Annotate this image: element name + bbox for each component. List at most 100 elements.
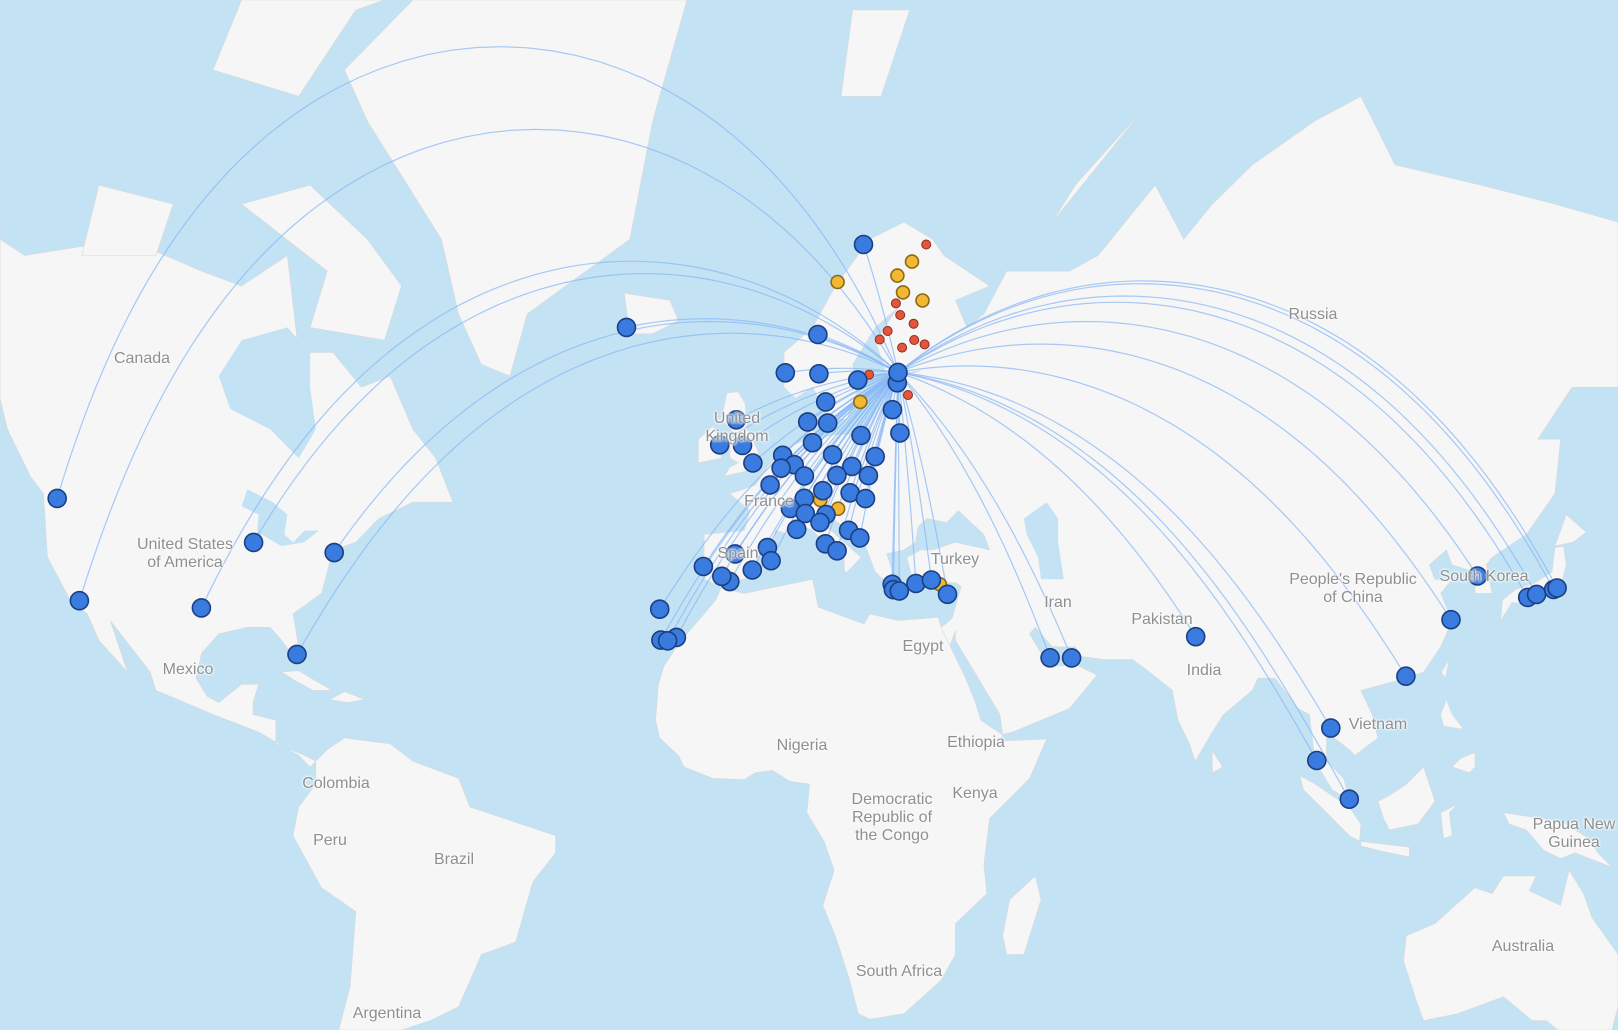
airport-marker-small[interactable] bbox=[919, 339, 930, 350]
markers-layer bbox=[47, 234, 1567, 810]
airport-marker-large[interactable] bbox=[760, 475, 780, 495]
airport-marker-large[interactable] bbox=[786, 519, 807, 540]
airport-marker-large[interactable] bbox=[1441, 609, 1461, 630]
airport-marker-large[interactable] bbox=[812, 480, 833, 501]
airport-marker-large[interactable] bbox=[815, 392, 836, 412]
airport-marker-large[interactable] bbox=[808, 324, 828, 345]
airport-marker-large[interactable] bbox=[827, 465, 847, 486]
airport-marker-large[interactable] bbox=[810, 512, 830, 533]
airport-marker-large[interactable] bbox=[1526, 584, 1547, 605]
airport-marker-large[interactable] bbox=[775, 362, 796, 383]
route-line bbox=[897, 372, 932, 581]
airport-marker-large[interactable] bbox=[761, 550, 781, 571]
route-line bbox=[897, 371, 1073, 659]
airport-marker-large[interactable] bbox=[742, 560, 763, 580]
landmass-north-america bbox=[0, 222, 454, 768]
airport-marker-medium[interactable] bbox=[915, 293, 930, 308]
airport-marker-large[interactable] bbox=[817, 413, 838, 433]
airport-marker-medium[interactable] bbox=[830, 274, 845, 290]
airport-marker-small[interactable] bbox=[874, 334, 885, 345]
landmass-africa bbox=[655, 578, 1048, 1020]
airport-marker-large[interactable] bbox=[1547, 578, 1567, 598]
airport-marker-large[interactable] bbox=[937, 584, 958, 605]
airport-marker-large[interactable] bbox=[725, 544, 745, 564]
airport-marker-large[interactable] bbox=[191, 598, 212, 618]
airport-marker-large[interactable] bbox=[616, 317, 637, 338]
airport-marker-large[interactable] bbox=[827, 540, 847, 561]
airport-marker-large[interactable] bbox=[849, 528, 870, 548]
airport-marker-large[interactable] bbox=[855, 488, 876, 509]
airport-marker-large[interactable] bbox=[794, 466, 815, 486]
airport-marker-large[interactable] bbox=[1040, 647, 1060, 668]
landmass-taiwan bbox=[1440, 659, 1450, 679]
landmass-java bbox=[1360, 840, 1410, 858]
airport-marker-large[interactable] bbox=[921, 570, 942, 590]
airport-marker-large[interactable] bbox=[657, 630, 678, 651]
airport-marker-medium[interactable] bbox=[852, 394, 868, 410]
airport-marker-small[interactable] bbox=[903, 390, 913, 400]
airport-marker-large[interactable] bbox=[69, 590, 90, 611]
airport-marker-large[interactable] bbox=[1061, 648, 1082, 668]
airport-marker-medium[interactable] bbox=[895, 285, 911, 300]
airport-marker-small[interactable] bbox=[908, 318, 919, 329]
airport-marker-large[interactable] bbox=[1185, 626, 1206, 647]
airport-marker-large[interactable] bbox=[842, 456, 862, 477]
airport-marker-large[interactable] bbox=[1321, 718, 1341, 738]
landmass-new-guinea bbox=[1502, 812, 1613, 868]
landmass-australia bbox=[1403, 869, 1618, 1030]
airport-marker-large[interactable] bbox=[795, 503, 816, 524]
airport-marker-large[interactable] bbox=[809, 363, 829, 384]
airport-marker-large[interactable] bbox=[771, 458, 791, 479]
airport-marker-large[interactable] bbox=[858, 465, 879, 486]
airport-marker-small[interactable] bbox=[890, 298, 901, 309]
route-line bbox=[817, 333, 899, 373]
route-line bbox=[897, 301, 1529, 598]
route-line bbox=[803, 371, 899, 477]
route-line bbox=[770, 371, 899, 561]
airport-marker-large[interactable] bbox=[287, 644, 307, 665]
airport-marker-medium[interactable] bbox=[904, 254, 920, 269]
landmass-hispaniola bbox=[329, 691, 366, 703]
airport-marker-large[interactable] bbox=[882, 399, 903, 420]
route-line bbox=[626, 318, 899, 373]
airport-marker-large[interactable] bbox=[693, 556, 714, 577]
airport-marker-large[interactable] bbox=[726, 409, 747, 430]
airport-marker-large[interactable] bbox=[889, 581, 910, 601]
airport-marker-large[interactable] bbox=[711, 566, 732, 587]
airport-marker-large[interactable] bbox=[851, 425, 871, 446]
airport-marker-large[interactable] bbox=[1396, 666, 1416, 687]
airport-marker-medium[interactable] bbox=[890, 268, 905, 283]
airport-marker-large[interactable] bbox=[853, 234, 874, 255]
airport-marker-large[interactable] bbox=[243, 532, 264, 553]
airport-marker-large[interactable] bbox=[1467, 566, 1488, 586]
airport-marker-large[interactable] bbox=[890, 423, 910, 443]
airport-marker-large[interactable] bbox=[797, 412, 818, 432]
water-great-lakes bbox=[241, 489, 319, 547]
routes-layer bbox=[56, 46, 1558, 800]
airport-marker-small[interactable] bbox=[909, 335, 920, 345]
airport-marker-large[interactable] bbox=[47, 488, 68, 509]
airport-marker-large[interactable] bbox=[847, 370, 868, 390]
airport-marker-large[interactable] bbox=[732, 435, 753, 456]
airport-marker-small[interactable] bbox=[882, 326, 893, 336]
airport-marker-small[interactable] bbox=[921, 239, 932, 250]
landmass-south-america bbox=[292, 737, 556, 1030]
airport-marker-small[interactable] bbox=[895, 310, 906, 320]
airport-marker-large[interactable] bbox=[709, 434, 730, 455]
landmass-greenland bbox=[344, 0, 688, 377]
route-line bbox=[897, 295, 1538, 595]
landmass-sulawesi bbox=[1440, 798, 1470, 839]
airport-marker-large[interactable] bbox=[743, 453, 763, 473]
hub-airport-marker[interactable] bbox=[888, 362, 908, 383]
airport-marker-large[interactable] bbox=[865, 446, 886, 467]
airport-marker-large[interactable] bbox=[822, 444, 843, 465]
airport-marker-large[interactable] bbox=[324, 542, 345, 563]
airport-marker-large[interactable] bbox=[1339, 789, 1360, 810]
airport-marker-small[interactable] bbox=[897, 342, 908, 353]
airport-marker-large[interactable] bbox=[802, 432, 823, 453]
route-line bbox=[659, 371, 899, 610]
airport-marker-large[interactable] bbox=[649, 599, 670, 620]
airport-marker-large[interactable] bbox=[1307, 750, 1327, 771]
